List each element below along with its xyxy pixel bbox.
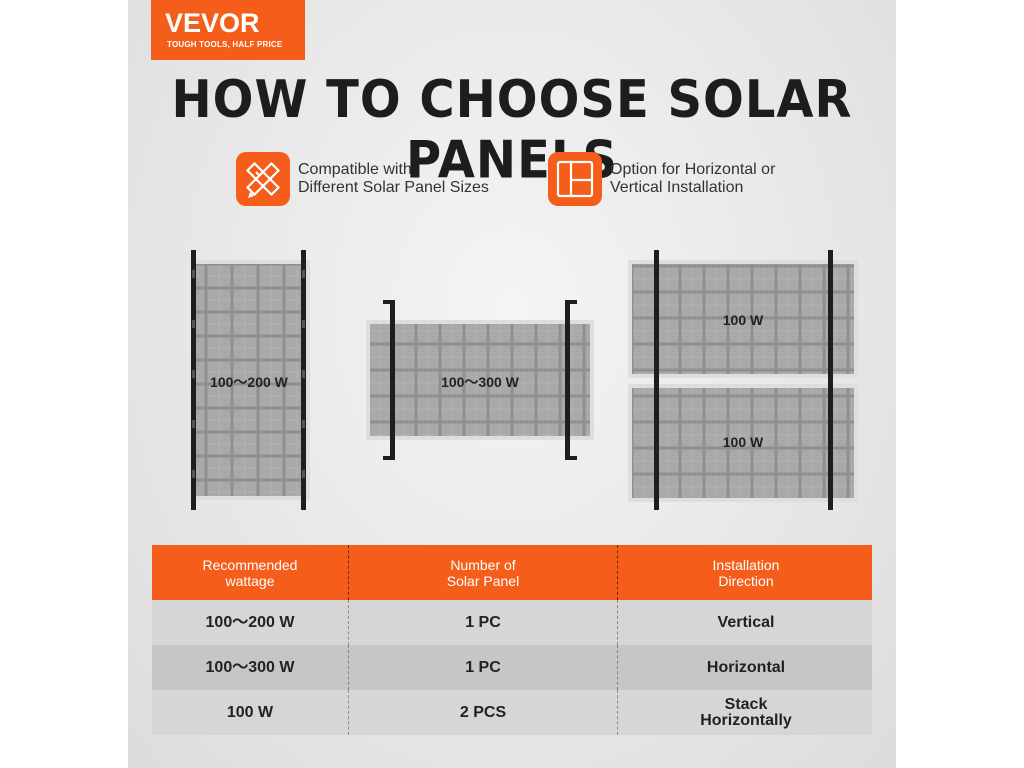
feature-compatible-line1: Compatible with	[298, 161, 412, 178]
cell-wattage: 100～300 W	[205, 658, 295, 676]
recommendation-table: Recommended wattage Number of Solar Panel …	[152, 545, 872, 735]
cell-count: 2 PCS	[348, 690, 617, 735]
feature-installation: Option for Horizontal or Vertical Instal…	[548, 152, 775, 206]
cell-direction: Stack Horizontally	[617, 690, 874, 735]
cell-count: 1 PC	[348, 645, 617, 690]
table-row: 100～300 W 1 PC Horizontal	[152, 645, 872, 690]
table-row: 100 W 2 PCS Stack Horizontally	[152, 690, 872, 735]
cell-count: 1 PC	[348, 600, 617, 645]
cell-wattage: 100 W	[226, 703, 274, 721]
stack-bottom-panel-label: 100 W	[722, 434, 764, 450]
layout-grid-icon	[548, 152, 602, 206]
header-direction: Installation Direction	[617, 545, 874, 600]
brand-slogan: TOUGH TOOLS, HALF PRICE	[167, 40, 283, 49]
brand-name: VEVOR	[165, 8, 260, 38]
vevor-logo: VEVOR TOUGH TOOLS, HALF PRICE	[151, 0, 305, 60]
cell-direction: Horizontal	[617, 645, 874, 690]
feature-compatible: Compatible with Different Solar Panel Si…	[236, 152, 489, 206]
horizontal-panel-label: 100～300 W	[441, 374, 519, 390]
header-wattage: Recommended wattage	[202, 556, 298, 589]
feature-installation-line1: Option for Horizontal or	[610, 161, 776, 178]
table-row: 100～200 W 1 PC Vertical	[152, 600, 872, 645]
ruler-pencil-icon	[236, 152, 290, 206]
solar-panels-image	[191, 250, 858, 510]
stack-top-panel-label: 100 W	[722, 312, 764, 328]
header-count: Number of Solar Panel	[348, 545, 617, 600]
panel-illustrations: 100～200 W 100～300 W 100 W 100 W	[128, 240, 896, 530]
product-card: VEVOR TOUGH TOOLS, HALF PRICE HOW TO CHO…	[128, 0, 896, 768]
table-header: Recommended wattage Number of Solar Panel …	[152, 545, 872, 600]
feature-compatible-line2: Different Solar Panel Sizes	[298, 179, 489, 196]
feature-installation-line2: Vertical Installation	[610, 179, 744, 196]
vertical-panel-label: 100～200 W	[210, 374, 288, 390]
cell-wattage: 100～200 W	[205, 613, 295, 631]
cell-direction: Vertical	[617, 600, 874, 645]
